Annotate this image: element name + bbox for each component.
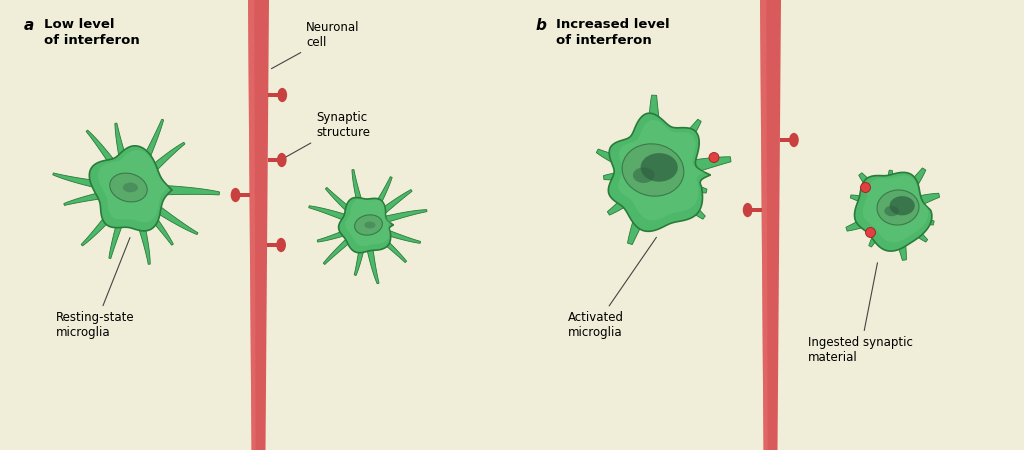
Ellipse shape — [877, 190, 919, 225]
Polygon shape — [268, 93, 283, 97]
Polygon shape — [128, 142, 185, 194]
Ellipse shape — [230, 188, 241, 202]
Polygon shape — [127, 119, 164, 192]
Polygon shape — [128, 187, 173, 245]
Polygon shape — [655, 157, 731, 184]
Polygon shape — [760, 0, 781, 450]
Polygon shape — [109, 189, 135, 258]
Polygon shape — [607, 169, 664, 215]
Polygon shape — [364, 189, 412, 228]
Polygon shape — [628, 171, 666, 245]
Polygon shape — [850, 195, 895, 216]
Polygon shape — [86, 130, 135, 193]
Polygon shape — [324, 222, 369, 265]
Polygon shape — [634, 131, 665, 178]
Text: Synaptic
structure: Synaptic structure — [283, 111, 370, 159]
Polygon shape — [89, 146, 172, 231]
Polygon shape — [780, 138, 794, 142]
Polygon shape — [362, 225, 379, 284]
Ellipse shape — [633, 167, 654, 183]
Polygon shape — [748, 208, 762, 212]
Ellipse shape — [641, 153, 678, 182]
Polygon shape — [248, 0, 269, 450]
Polygon shape — [63, 185, 132, 206]
Polygon shape — [115, 123, 136, 191]
Polygon shape — [603, 167, 658, 183]
Polygon shape — [364, 222, 407, 263]
Polygon shape — [651, 172, 675, 221]
Polygon shape — [53, 173, 132, 195]
Polygon shape — [846, 204, 896, 231]
Circle shape — [709, 153, 719, 162]
Polygon shape — [317, 222, 368, 242]
Polygon shape — [868, 207, 898, 247]
Polygon shape — [236, 193, 250, 197]
Ellipse shape — [365, 221, 376, 229]
Ellipse shape — [742, 203, 753, 217]
Polygon shape — [863, 176, 929, 243]
Polygon shape — [267, 243, 282, 247]
Ellipse shape — [123, 183, 138, 193]
Polygon shape — [648, 95, 667, 176]
Polygon shape — [596, 149, 660, 183]
Text: b: b — [536, 18, 547, 32]
Polygon shape — [618, 120, 706, 220]
Ellipse shape — [790, 133, 799, 147]
Ellipse shape — [276, 153, 287, 167]
Polygon shape — [326, 187, 369, 228]
Ellipse shape — [623, 144, 684, 196]
Polygon shape — [339, 198, 393, 253]
Polygon shape — [651, 119, 701, 180]
Polygon shape — [352, 170, 370, 226]
Ellipse shape — [354, 215, 382, 235]
Polygon shape — [98, 150, 168, 222]
Polygon shape — [608, 113, 711, 231]
Ellipse shape — [276, 238, 286, 252]
Polygon shape — [131, 184, 219, 196]
Polygon shape — [345, 199, 392, 246]
Text: Ingested synaptic
material: Ingested synaptic material — [808, 263, 912, 364]
Text: a: a — [24, 18, 34, 32]
Circle shape — [860, 183, 870, 193]
Polygon shape — [886, 208, 906, 260]
Text: Neuronal
cell: Neuronal cell — [271, 21, 359, 69]
Ellipse shape — [278, 88, 287, 102]
Polygon shape — [126, 189, 151, 264]
Polygon shape — [365, 210, 427, 229]
Polygon shape — [81, 187, 135, 246]
Polygon shape — [365, 222, 421, 243]
Polygon shape — [855, 172, 932, 251]
Polygon shape — [655, 168, 707, 193]
Ellipse shape — [890, 196, 914, 216]
Polygon shape — [267, 158, 282, 162]
Polygon shape — [891, 204, 934, 225]
Text: Increased level
of interferon: Increased level of interferon — [555, 18, 669, 46]
Polygon shape — [888, 168, 926, 215]
Polygon shape — [760, 0, 768, 450]
Text: Low level
of interferon: Low level of interferon — [43, 18, 139, 46]
Text: Activated
microglia: Activated microglia — [568, 237, 656, 339]
Polygon shape — [887, 170, 899, 211]
Polygon shape — [859, 173, 898, 215]
Ellipse shape — [885, 206, 899, 216]
Ellipse shape — [110, 173, 147, 202]
Polygon shape — [891, 193, 940, 217]
Polygon shape — [652, 169, 706, 219]
Polygon shape — [128, 186, 198, 234]
Text: Resting-state
microglia: Resting-state microglia — [56, 238, 134, 339]
Polygon shape — [248, 0, 256, 450]
Circle shape — [865, 228, 876, 238]
Polygon shape — [362, 177, 392, 227]
Polygon shape — [354, 225, 370, 275]
Polygon shape — [309, 206, 368, 229]
Polygon shape — [889, 205, 928, 242]
